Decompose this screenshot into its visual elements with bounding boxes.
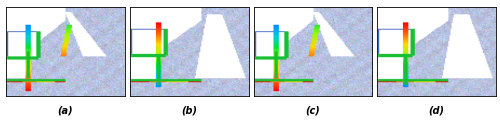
Text: (d): (d) [428, 105, 444, 115]
Text: (c): (c) [306, 105, 320, 115]
Text: (a): (a) [58, 105, 73, 115]
Text: (b): (b) [181, 105, 197, 115]
